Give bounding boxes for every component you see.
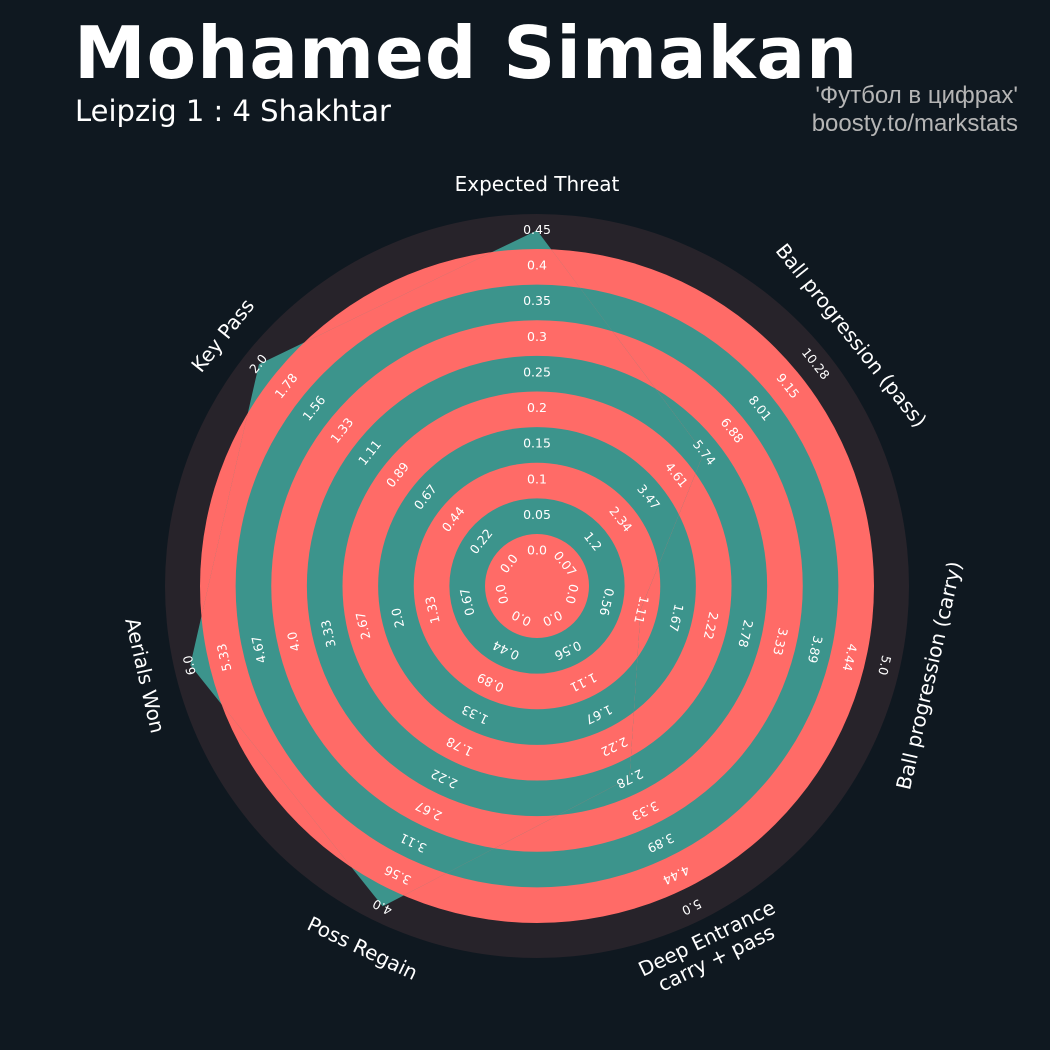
tick-label: 0.4 — [527, 258, 547, 273]
tick-label: 0.67 — [457, 587, 478, 617]
match-subtitle: Leipzig 1 : 4 Shakhtar — [75, 94, 391, 128]
tick-label: 2.22 — [701, 610, 722, 640]
tick-label: 0.25 — [523, 364, 551, 379]
credit-line-1: 'Футбол в цифрах' — [815, 82, 1018, 109]
tick-label: 0.15 — [523, 436, 551, 451]
tick-label: 0.56 — [596, 587, 617, 618]
tick-label: 6.0 — [180, 654, 199, 677]
tick-label: 4.67 — [248, 634, 269, 664]
tick-label: 3.33 — [318, 618, 339, 648]
tick-label: 0.0 — [492, 583, 511, 606]
tick-label: 0.45 — [523, 222, 551, 237]
polygon-center — [485, 534, 589, 638]
tick-label: 5.33 — [214, 642, 235, 672]
radar-polygon-layer — [190, 230, 704, 907]
credit-block: 'Футбол в цифрах' boosty.to/markstats — [812, 82, 1018, 138]
tick-label: 0.05 — [523, 507, 551, 522]
parameter-label-line: Aerials Won — [120, 615, 170, 735]
tick-label: 0.3 — [527, 329, 547, 344]
tick-label: 2.0 — [388, 606, 407, 629]
parameter-label-line: Expected Threat — [455, 172, 620, 196]
credit-line-2: boosty.to/markstats — [811, 110, 1018, 137]
tick-label: 0.0 — [527, 543, 547, 558]
tick-label: 1.67 — [666, 603, 687, 633]
radar-polygon — [190, 230, 704, 907]
tick-label: 5.0 — [875, 654, 894, 677]
tick-label: 0.35 — [523, 293, 551, 308]
page-title: Mohamed Simakan — [74, 11, 859, 95]
tick-label: 4.44 — [840, 642, 861, 673]
parameter-label: Aerials Won — [120, 615, 170, 735]
tick-label: 3.33 — [770, 626, 791, 656]
tick-label: 3.89 — [805, 634, 826, 665]
tick-label: 4.0 — [284, 630, 303, 653]
parameter-label: Expected Threat — [455, 172, 620, 196]
tick-label: 0.1 — [527, 471, 547, 486]
tick-label: 0.2 — [527, 400, 547, 415]
tick-label: 1.33 — [422, 595, 443, 625]
tick-label: 1.11 — [631, 595, 652, 625]
tick-label: 0.0 — [563, 583, 582, 606]
tick-label: 2.67 — [353, 610, 374, 640]
tick-label: 2.78 — [735, 618, 756, 649]
